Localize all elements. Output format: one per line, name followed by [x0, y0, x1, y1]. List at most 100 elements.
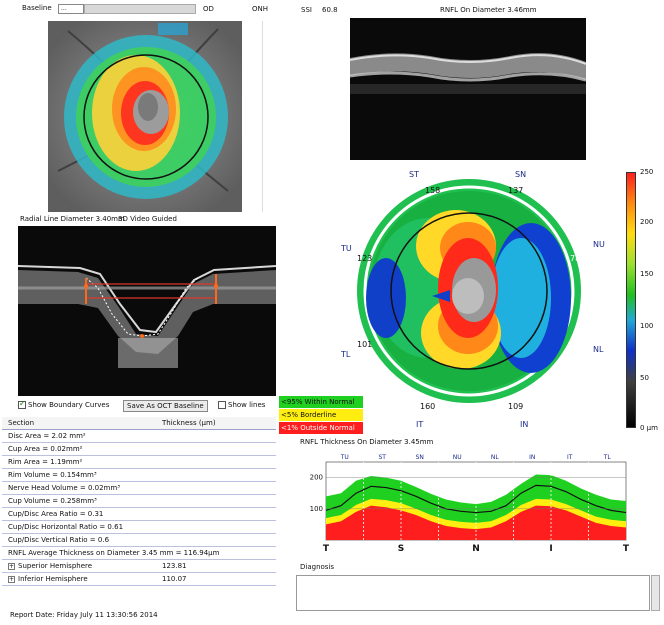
sector-tl-label: TL — [341, 350, 351, 359]
col-thickness-header: Thickness (µm) — [162, 419, 216, 427]
parameter-table: Section Thickness (µm) Disc Area = 2.02 … — [2, 417, 276, 586]
legend-label: <95% Within Normal — [281, 398, 355, 406]
sector-tu-label: TU — [341, 244, 352, 253]
legend-label: <1% Outside Normal — [281, 424, 355, 432]
row-value: 110.07 — [162, 575, 187, 583]
sector-sn-value: 137 — [508, 186, 524, 195]
x-tick-label: T — [323, 544, 330, 554]
table-row[interactable]: Nerve Head Volume = 0.02mm³ — [2, 482, 276, 495]
onh-scan-subtitle: 3D Video Guided — [118, 215, 177, 223]
sector-tu-value: 123 — [357, 254, 373, 263]
table-row[interactable]: Disc Area = 2.02 mm² — [2, 430, 276, 443]
x-tick-label: T — [623, 544, 630, 554]
row-label: Inferior Hemisphere — [18, 575, 88, 583]
tsnit-chart: TU ST SN NU NL IN IT TL 100 200 T S N I T — [296, 448, 636, 558]
colorbar-tick: 200 — [640, 218, 654, 226]
table-row[interactable]: RNFL Average Thickness on Diameter 3.45 … — [2, 547, 276, 560]
colorbar-tick: 250 — [640, 168, 654, 176]
row-label: Cup/Disc Horizontal Ratio = 0.61 — [8, 523, 124, 531]
mode-label: ONH — [252, 5, 269, 13]
rnfl-bscan-graphic — [349, 18, 587, 160]
table-row[interactable]: Cup/Disc Horizontal Ratio = 0.61 — [2, 521, 276, 534]
table-row[interactable]: Rim Area = 1.19mm² — [2, 456, 276, 469]
y-tick-label: 200 — [310, 474, 323, 482]
sector-nu-value: 78 — [570, 254, 581, 263]
sector-st-value: 158 — [425, 186, 441, 195]
colorbar-tick: 100 — [640, 322, 654, 330]
baseline-label: Baseline — [22, 4, 52, 12]
thickness-map-graphic — [357, 179, 581, 403]
fundus-overlay — [48, 21, 242, 212]
row-label: Cup/Disc Area Ratio = 0.31 — [8, 510, 104, 518]
col-section-header: Section — [8, 419, 35, 427]
colorbar-tick: 150 — [640, 270, 654, 278]
sector-tl-value: 101 — [357, 340, 373, 349]
row-label: Superior Hemisphere — [18, 562, 93, 570]
expand-plus-icon[interactable]: + — [8, 562, 15, 570]
sector-sn-label: SN — [515, 170, 527, 179]
legend-borderline: <5% Borderline — [279, 409, 363, 421]
show-boundary-label: Show Boundary Curves — [28, 401, 110, 409]
row-label: Cup Area = 0.02mm² — [8, 445, 83, 453]
legend-label: <5% Borderline — [281, 411, 337, 419]
row-label: Disc Area = 2.02 mm² — [8, 432, 86, 440]
sector-st-label: ST — [409, 170, 419, 179]
colorbar-tick: 50 — [640, 374, 649, 382]
checkbox-unchecked-icon — [218, 401, 226, 409]
fundus-divider — [262, 21, 276, 212]
x-tick-label: N — [472, 544, 480, 554]
expand-plus-icon[interactable]: + — [8, 575, 15, 583]
save-baseline-button[interactable]: Save As OCT Baseline — [123, 400, 208, 412]
x-tick-label: S — [398, 544, 404, 554]
table-row[interactable]: Cup Volume = 0.258mm³ — [2, 495, 276, 508]
sector-it-label: IT — [416, 420, 424, 429]
sector-label: NU — [453, 454, 462, 461]
table-row[interactable]: Cup/Disc Vertical Ratio = 0.6 — [2, 534, 276, 547]
onh-bscan-image[interactable] — [17, 226, 277, 396]
sector-label: TL — [603, 454, 612, 461]
ssi-label: SSI — [301, 6, 312, 14]
thickness-map[interactable] — [356, 178, 582, 404]
table-header: Section Thickness (µm) — [2, 417, 276, 430]
row-label: Nerve Head Volume = 0.02mm³ — [8, 484, 121, 492]
legend-outside-normal: <1% Outside Normal — [279, 422, 363, 434]
diagnosis-scrollbar[interactable] — [651, 575, 660, 611]
table-row[interactable]: Cup Area = 0.02mm² — [2, 443, 276, 456]
sector-it-value: 160 — [420, 402, 436, 411]
table-row[interactable]: Rim Volume = 0.154mm³ — [2, 469, 276, 482]
row-label: Cup/Disc Vertical Ratio = 0.6 — [8, 536, 110, 544]
table-row[interactable]: Cup/Disc Area Ratio = 0.31 — [2, 508, 276, 521]
sector-in-value: 109 — [508, 402, 524, 411]
diagnosis-textarea[interactable] — [296, 575, 650, 611]
eye-label: OD — [203, 5, 214, 13]
ssi-value: 60.8 — [322, 6, 338, 14]
show-lines-checkbox[interactable]: Show lines — [218, 401, 265, 409]
row-label: Rim Area = 1.19mm² — [8, 458, 83, 466]
diagnosis-label: Diagnosis — [300, 563, 335, 571]
colorbar-tick: 0 µm — [640, 424, 658, 432]
row-value: 123.81 — [162, 562, 187, 570]
hemisphere-row-inferior[interactable]: + Inferior Hemisphere 110.07 — [2, 573, 276, 586]
show-lines-label: Show lines — [228, 401, 266, 409]
fundus-image[interactable] — [48, 21, 242, 212]
row-label: Rim Volume = 0.154mm³ — [8, 471, 97, 479]
sector-in-label: IN — [520, 420, 529, 429]
thickness-colorbar — [626, 172, 636, 428]
measured-thickness-line — [325, 484, 627, 514]
hemisphere-row-superior[interactable]: + Superior Hemisphere 123.81 — [2, 560, 276, 573]
sector-label: IN — [529, 454, 535, 461]
sector-label: SN — [416, 454, 424, 461]
rnfl-bscan-image[interactable] — [349, 18, 587, 160]
sector-label: TU — [340, 454, 349, 461]
report-date: Report Date: Friday July 11 13:30:56 201… — [10, 611, 158, 619]
sector-nl-label: NL — [593, 345, 604, 354]
show-boundary-checkbox[interactable]: Show Boundary Curves — [18, 399, 110, 409]
sector-nu-label: NU — [593, 240, 605, 249]
sector-label: NL — [491, 454, 499, 461]
row-label: RNFL Average Thickness on Diameter 3.45 … — [8, 549, 220, 557]
y-tick-label: 100 — [310, 505, 323, 513]
row-label: Cup Volume = 0.258mm³ — [8, 497, 97, 505]
sector-label: ST — [379, 454, 387, 461]
baseline-select[interactable]: ... — [58, 4, 84, 14]
sector-label: IT — [567, 454, 573, 461]
